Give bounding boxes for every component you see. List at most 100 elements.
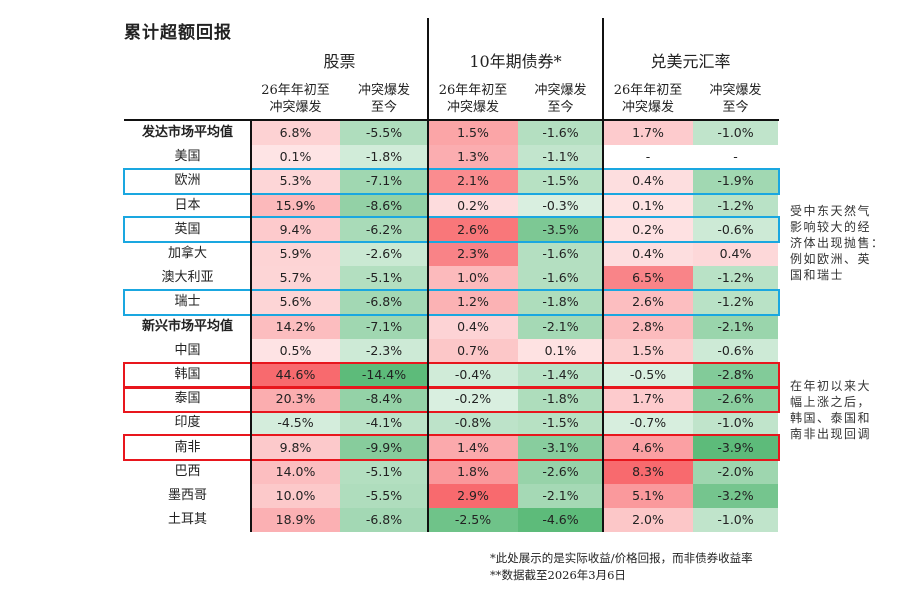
table-cell: 2.3% xyxy=(428,242,518,266)
table-cell: 6.5% xyxy=(603,266,693,290)
row-label: 中国 xyxy=(124,339,251,363)
table-cell: 1.5% xyxy=(428,121,518,145)
row-label: 瑞士 xyxy=(124,290,251,314)
row-label: 韩国 xyxy=(124,363,251,387)
table-cell: -2.6% xyxy=(693,387,778,411)
row-label: 欧洲 xyxy=(124,169,251,193)
sub-header-line: 冲突爆发 xyxy=(428,99,518,116)
table-row: 墨西哥 10.0% -5.5% 2.9% -2.1% 5.1% -3.2% xyxy=(124,484,778,508)
table-cell: -1.2% xyxy=(693,266,778,290)
table-cell: -3.9% xyxy=(693,436,778,460)
footnote-1: *此处展示的是实际收益/价格回报，而非债券收益率 xyxy=(490,550,753,566)
row-label: 巴西 xyxy=(124,460,251,484)
table-cell: -5.5% xyxy=(340,484,428,508)
table-row: 中国 0.5% -2.3% 0.7% 0.1% 1.5% -0.6% xyxy=(124,339,778,363)
table-cell: -0.7% xyxy=(603,411,693,435)
row-label: 印度 xyxy=(124,411,251,435)
table-cell: -4.5% xyxy=(251,411,340,435)
table-cell: -4.1% xyxy=(340,411,428,435)
row-label: 澳大利亚 xyxy=(124,266,251,290)
table-cell: 1.8% xyxy=(428,460,518,484)
table-cell: 0.4% xyxy=(603,242,693,266)
sub-header: 冲突爆发 至今 xyxy=(340,82,428,116)
table-cell: -1.2% xyxy=(693,194,778,218)
table-row: 加拿大 5.9% -2.6% 2.3% -1.6% 0.4% 0.4% xyxy=(124,242,778,266)
table-cell: -8.6% xyxy=(340,194,428,218)
table-cell: -1.1% xyxy=(518,145,603,169)
table-row: 巴西 14.0% -5.1% 1.8% -2.6% 8.3% -2.0% xyxy=(124,460,778,484)
table-row: 欧洲 5.3% -7.1% 2.1% -1.5% 0.4% -1.9% xyxy=(124,169,778,193)
table-cell: 6.8% xyxy=(251,121,340,145)
table-cell: -1.9% xyxy=(693,169,778,193)
table-cell: 0.1% xyxy=(603,194,693,218)
row-label: 加拿大 xyxy=(124,242,251,266)
table-cell: -2.1% xyxy=(518,484,603,508)
table-cell: 2.9% xyxy=(428,484,518,508)
table-cell: -2.1% xyxy=(693,315,778,339)
table-cell: 5.7% xyxy=(251,266,340,290)
column-divider xyxy=(427,18,429,532)
sub-header-line: 至今 xyxy=(340,99,428,116)
table-cell: 0.4% xyxy=(693,242,778,266)
sub-header-line: 冲突爆发 xyxy=(693,82,778,99)
note-line: 例如欧洲、英 xyxy=(790,251,890,267)
table-cell: -1.6% xyxy=(518,266,603,290)
table-cell: -1.0% xyxy=(693,121,778,145)
table-cell: -0.4% xyxy=(428,363,518,387)
table-cell: 4.6% xyxy=(603,436,693,460)
table-cell: -7.1% xyxy=(340,315,428,339)
table-cell: - xyxy=(693,145,778,169)
sub-header-line: 26年年初至 xyxy=(428,82,518,99)
table-cell: 0.1% xyxy=(251,145,340,169)
table-cell: 15.9% xyxy=(251,194,340,218)
table-cell: 0.2% xyxy=(603,218,693,242)
table-cell: 8.3% xyxy=(603,460,693,484)
note-line: 受中东天然气 xyxy=(790,203,890,219)
sub-header-line: 冲突爆发 xyxy=(251,99,340,116)
table-cell: 2.6% xyxy=(603,290,693,314)
table-cell: - xyxy=(603,145,693,169)
table-cell: -1.4% xyxy=(518,363,603,387)
note-line: 幅上涨之后， xyxy=(790,394,890,410)
table-cell: -2.6% xyxy=(340,242,428,266)
table-cell: -0.3% xyxy=(518,194,603,218)
table-cell: 20.3% xyxy=(251,387,340,411)
sub-header-line: 26年年初至 xyxy=(603,82,693,99)
table-cell: -4.6% xyxy=(518,508,603,532)
table-cell: -0.6% xyxy=(693,339,778,363)
sub-header-line: 至今 xyxy=(518,99,603,116)
table-cell: -3.1% xyxy=(518,436,603,460)
table-row: 南非 9.8% -9.9% 1.4% -3.1% 4.6% -3.9% xyxy=(124,436,778,460)
table-cell: 10.0% xyxy=(251,484,340,508)
table-cell: -1.0% xyxy=(693,508,778,532)
column-divider xyxy=(602,18,604,532)
table-cell: -1.5% xyxy=(518,169,603,193)
sub-header: 26年年初至 冲突爆发 xyxy=(428,82,518,116)
table-cell: -0.6% xyxy=(693,218,778,242)
table-cell: 2.6% xyxy=(428,218,518,242)
row-label: 土耳其 xyxy=(124,508,251,532)
table-cell: -8.4% xyxy=(340,387,428,411)
table-cell: 44.6% xyxy=(251,363,340,387)
table-cell: -1.8% xyxy=(340,145,428,169)
table-cell: -3.2% xyxy=(693,484,778,508)
table-row: 澳大利亚 5.7% -5.1% 1.0% -1.6% 6.5% -1.2% xyxy=(124,266,778,290)
note-blue: 受中东天然气 影响较大的经 济体出现抛售： 例如欧洲、英 国和瑞士 xyxy=(790,203,890,283)
table-row: 英国 9.4% -6.2% 2.6% -3.5% 0.2% -0.6% xyxy=(124,218,778,242)
note-line: 影响较大的经 xyxy=(790,219,890,235)
row-label: 发达市场平均值 xyxy=(124,121,251,145)
row-label: 日本 xyxy=(124,194,251,218)
table-cell: -1.2% xyxy=(693,290,778,314)
table-cell: -1.6% xyxy=(518,242,603,266)
table-cell: -0.8% xyxy=(428,411,518,435)
table-cell: 18.9% xyxy=(251,508,340,532)
note-line: 济体出现抛售： xyxy=(790,235,890,251)
sub-header: 冲突爆发 至今 xyxy=(518,82,603,116)
table-cell: 2.1% xyxy=(428,169,518,193)
table-cell: 0.4% xyxy=(603,169,693,193)
table-cell: 1.7% xyxy=(603,121,693,145)
table-cell: 5.3% xyxy=(251,169,340,193)
sub-header-line: 冲突爆发 xyxy=(340,82,428,99)
table-row: 发达市场平均值 6.8% -5.5% 1.5% -1.6% 1.7% -1.0% xyxy=(124,121,778,145)
table-cell: 1.5% xyxy=(603,339,693,363)
